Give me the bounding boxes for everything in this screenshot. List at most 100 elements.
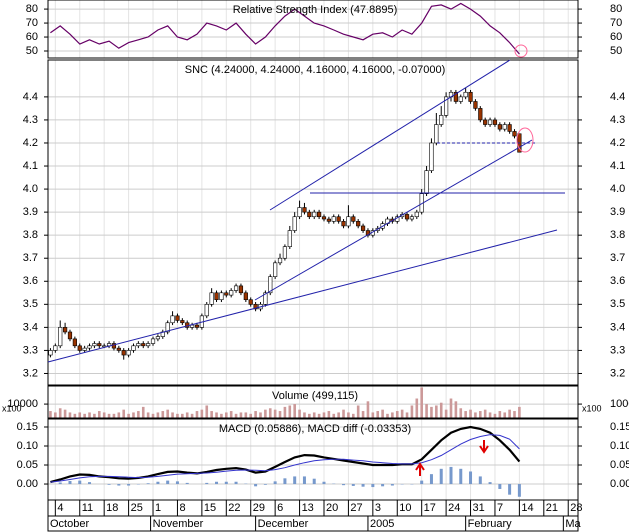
volume-bar <box>166 409 169 418</box>
candle-body <box>253 304 258 310</box>
month-label: 2005 <box>370 518 394 530</box>
volume-bar <box>176 413 179 418</box>
candle-body <box>439 115 444 125</box>
histogram-bar <box>302 476 306 485</box>
x-tick-label: 17 <box>424 502 436 514</box>
panel <box>48 0 578 58</box>
y-tick-label: 0.05 <box>17 459 38 471</box>
trend-line <box>47 229 558 363</box>
volume-bar <box>386 413 389 418</box>
volume-bar <box>435 405 438 418</box>
histogram-bar <box>342 484 346 486</box>
volume-bar <box>469 409 472 418</box>
volume-bar <box>268 408 272 418</box>
y-tick-label: 3.6 <box>23 275 38 287</box>
y-tick-label: 70 <box>26 17 38 29</box>
buy-arrow <box>415 462 425 476</box>
x-tick-label: 10 <box>399 502 411 514</box>
histogram-bar <box>322 481 326 485</box>
candle-body <box>487 119 493 125</box>
volume-bar <box>474 412 477 418</box>
volume-bar <box>508 409 511 418</box>
volume-bar <box>117 412 121 418</box>
candle-body <box>219 292 224 301</box>
y-tick-label: 0.10 <box>17 440 38 452</box>
volume-bar <box>381 409 384 418</box>
y-tick-label: 4.3 <box>23 114 38 126</box>
volume-bar <box>229 411 233 418</box>
histogram-bar <box>185 482 189 485</box>
histogram-bar <box>58 482 62 485</box>
candle-body <box>67 331 73 340</box>
panel-frame <box>47 385 579 419</box>
volume-bar <box>342 409 345 418</box>
histogram-bar <box>517 484 521 497</box>
y-tick-label: 3.2 <box>23 367 38 379</box>
volume-bar <box>283 406 287 418</box>
candle-body <box>273 262 278 277</box>
volume-bar <box>332 413 336 418</box>
volume-bar <box>415 398 419 418</box>
y-tick-label-right: 3.7 <box>610 252 625 264</box>
y-tick-label: 60 <box>26 31 38 43</box>
candle-body <box>48 350 53 356</box>
candle-body <box>282 246 288 259</box>
candle-body <box>97 343 102 347</box>
volume-bar <box>137 411 140 418</box>
month-label: February <box>468 518 513 530</box>
volume-bar <box>391 412 394 418</box>
candle-body <box>356 221 361 227</box>
unit-label-right: x100 <box>582 403 602 413</box>
unit-label: x100 <box>2 403 22 413</box>
candle-body <box>360 225 366 231</box>
volume-bar <box>513 411 516 418</box>
candle-body <box>58 327 63 347</box>
histogram-bar <box>107 484 111 485</box>
histogram-bar <box>127 484 131 486</box>
volume-bar <box>215 412 218 418</box>
histogram-bar <box>166 480 170 485</box>
volume-bar <box>410 405 414 418</box>
volume-bar <box>273 409 277 418</box>
volume-bar <box>425 404 428 418</box>
y-tick-label-right: 4.1 <box>610 160 625 172</box>
volume-bar <box>102 412 106 418</box>
candle-body <box>287 230 292 248</box>
candle-body <box>146 343 151 347</box>
x-tick-label: 4 <box>57 502 63 514</box>
candle-body <box>297 207 302 218</box>
histogram-bar <box>78 480 82 485</box>
candle-body <box>497 124 502 130</box>
candle-body <box>233 285 239 291</box>
histogram-bar <box>371 484 375 488</box>
volume-bar <box>107 413 111 418</box>
candle-body <box>473 101 478 109</box>
candle-body <box>312 211 317 218</box>
y-tick-label-right: 3.8 <box>610 229 625 241</box>
volume-bar <box>464 411 467 418</box>
volume-bar <box>141 406 145 418</box>
candle-body <box>268 276 273 294</box>
candle-body <box>326 218 331 222</box>
y-tick-label-right: 3.9 <box>610 206 625 218</box>
y-tick-label-right: 4.2 <box>610 137 625 149</box>
candle-body <box>302 207 307 213</box>
highlight-circle <box>516 127 534 153</box>
histogram-bar <box>273 481 277 485</box>
histogram-bar <box>508 484 512 495</box>
volume-bar <box>88 412 91 418</box>
volume-bar <box>146 412 150 418</box>
volume-bar <box>376 411 380 418</box>
volume-bar <box>171 412 174 418</box>
volume-bar <box>161 411 165 418</box>
candle-body <box>321 216 327 220</box>
candle-body <box>414 211 419 218</box>
candle-body <box>131 345 136 351</box>
volume-bar <box>278 411 282 418</box>
panel-title: Volume (499,115) <box>272 390 358 402</box>
sell-arrow <box>479 440 489 454</box>
volume-bar <box>151 413 155 418</box>
volume-bar <box>112 413 116 418</box>
x-tick-label: 22 <box>228 502 240 514</box>
